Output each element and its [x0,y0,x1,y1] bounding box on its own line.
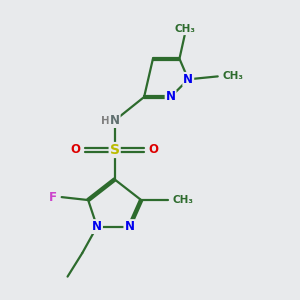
Text: N: N [183,73,193,86]
Text: N: N [166,91,176,103]
Text: N: N [92,220,102,233]
Text: CH₃: CH₃ [175,24,196,34]
Text: O: O [71,143,81,157]
Text: CH₃: CH₃ [222,71,243,81]
Text: F: F [49,190,57,204]
Text: S: S [110,143,120,157]
Text: H: H [101,116,110,126]
Text: O: O [148,143,158,157]
Text: CH₃: CH₃ [172,195,193,205]
Text: N: N [110,114,120,127]
Text: N: N [124,220,134,233]
